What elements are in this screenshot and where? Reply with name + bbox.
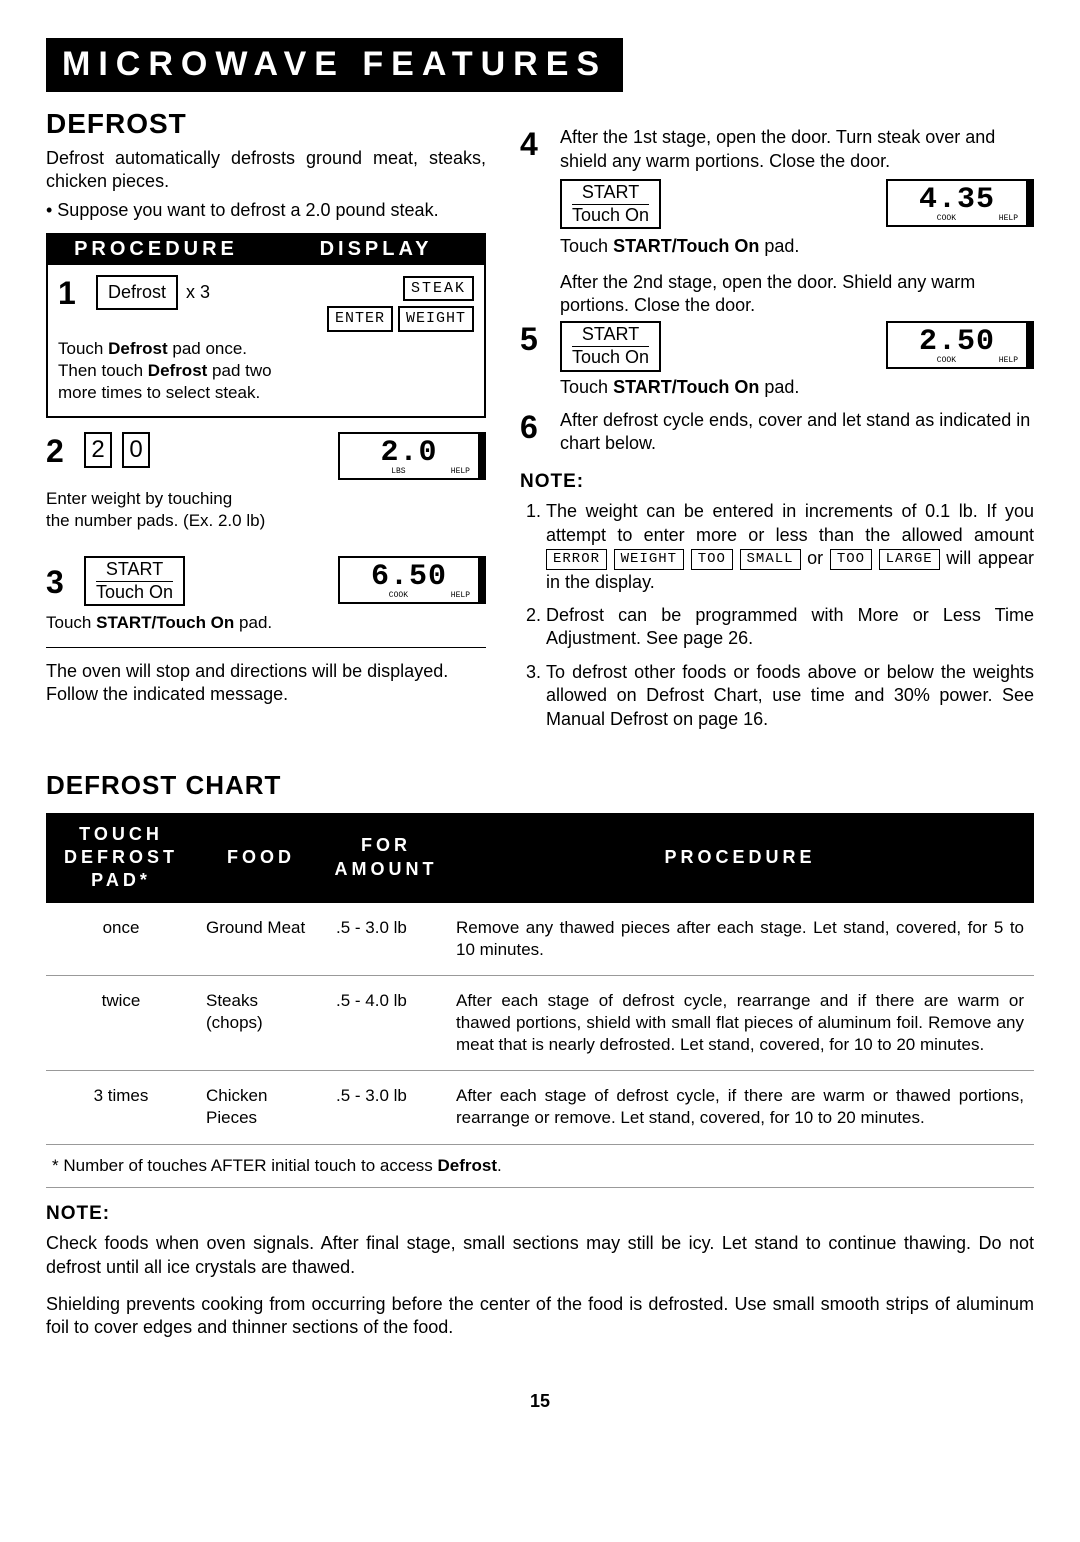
- step5-text: After the 2nd stage, open the door. Shie…: [560, 271, 1034, 318]
- lcd-small: SMALL: [740, 549, 801, 569]
- notes-list: The weight can be entered in increments …: [546, 500, 1034, 731]
- lcd-too: TOO: [830, 549, 872, 569]
- lcd-weight: WEIGHT: [398, 306, 474, 332]
- step-number: 1: [58, 275, 88, 309]
- col-procedure: PROCEDURE: [446, 813, 1034, 903]
- step6-text: After defrost cycle ends, cover and let …: [560, 409, 1034, 456]
- bottom-note-title: NOTE:: [46, 1202, 1034, 1227]
- defrost-intro: Defrost automatically defrosts ground me…: [46, 147, 486, 194]
- step5-caption: Touch START/Touch On pad.: [560, 376, 1034, 399]
- bottom-note-1: Check foods when oven signals. After fin…: [46, 1232, 1034, 1279]
- defrost-chart: TOUCH DEFROST PAD* FOOD FOR AMOUNT PROCE…: [46, 813, 1034, 1145]
- step1-caption: Touch Defrost pad once. Then touch Defro…: [58, 338, 474, 404]
- step4-text: After the 1st stage, open the door. Turn…: [560, 126, 1034, 173]
- table-row: twice Steaks (chops) .5 - 4.0 lb After e…: [46, 976, 1034, 1071]
- col-touch: TOUCH DEFROST PAD*: [46, 813, 196, 903]
- start-pad: START Touch On: [560, 179, 661, 229]
- lcd-steak: STEAK: [403, 276, 474, 302]
- lcd-weight: WEIGHT: [614, 549, 684, 569]
- chart-title: DEFROST CHART: [46, 769, 1034, 803]
- step-1-box: 1 Defrost x 3 STEAK ENTER WEIGHT Touch D…: [46, 265, 486, 418]
- lcd-large: LARGE: [879, 549, 940, 569]
- procedure-header: PROCEDURE DISPLAY: [46, 233, 486, 265]
- lcd-error: ERROR: [546, 549, 607, 569]
- step-number: 2: [46, 433, 76, 467]
- start-pad: START Touch On: [84, 556, 185, 606]
- note-title: NOTE:: [520, 470, 1034, 495]
- step-number: 4: [520, 126, 550, 160]
- step3-caption: Touch START/Touch On pad.: [46, 612, 486, 634]
- defrost-example: • Suppose you want to defrost a 2.0 poun…: [46, 199, 486, 222]
- step1-multiplier: x 3: [186, 281, 210, 304]
- page-number: 15: [46, 1390, 1034, 1413]
- note-3: To defrost other foods or foods above or…: [546, 661, 1034, 731]
- chart-footnote: * Number of touches AFTER initial touch …: [46, 1145, 1034, 1188]
- step4-caption: Touch START/Touch On pad.: [560, 235, 1034, 258]
- page-banner: MICROWAVE FEATURES: [46, 38, 623, 92]
- col-amount: FOR AMOUNT: [326, 813, 446, 903]
- step-number: 6: [520, 409, 550, 443]
- lcd-enter: ENTER: [327, 306, 393, 332]
- lcd-display: 4.35 COOKHELP: [886, 179, 1034, 227]
- lcd-display: 2.50 COOKHELP: [886, 321, 1034, 369]
- defrost-pad: Defrost: [96, 275, 178, 310]
- header-procedure: PROCEDURE: [46, 236, 266, 262]
- lcd-display: 2.0 LBSHELP: [338, 432, 486, 480]
- table-row: 3 times Chicken Pieces .5 - 3.0 lb After…: [46, 1071, 1034, 1144]
- digit-2: 2: [84, 432, 112, 468]
- header-display: DISPLAY: [266, 236, 486, 262]
- step2-caption: Enter weight by touching the number pads…: [46, 488, 486, 532]
- digit-0: 0: [122, 432, 150, 468]
- lcd-too: TOO: [691, 549, 733, 569]
- lcd-display: 6.50 COOKHELP: [338, 556, 486, 604]
- note-1: The weight can be entered in increments …: [546, 500, 1034, 594]
- col-food: FOOD: [196, 813, 326, 903]
- step-number: 3: [46, 564, 76, 598]
- note-2: Defrost can be programmed with More or L…: [546, 604, 1034, 651]
- bottom-note-2: Shielding prevents cooking from occurrin…: [46, 1293, 1034, 1340]
- start-pad: START Touch On: [560, 321, 661, 371]
- step-number: 5: [520, 321, 550, 355]
- table-row: once Ground Meat .5 - 3.0 lb Remove any …: [46, 903, 1034, 976]
- step3-message: The oven will stop and directions will b…: [46, 660, 486, 707]
- defrost-title: DEFROST: [46, 106, 486, 142]
